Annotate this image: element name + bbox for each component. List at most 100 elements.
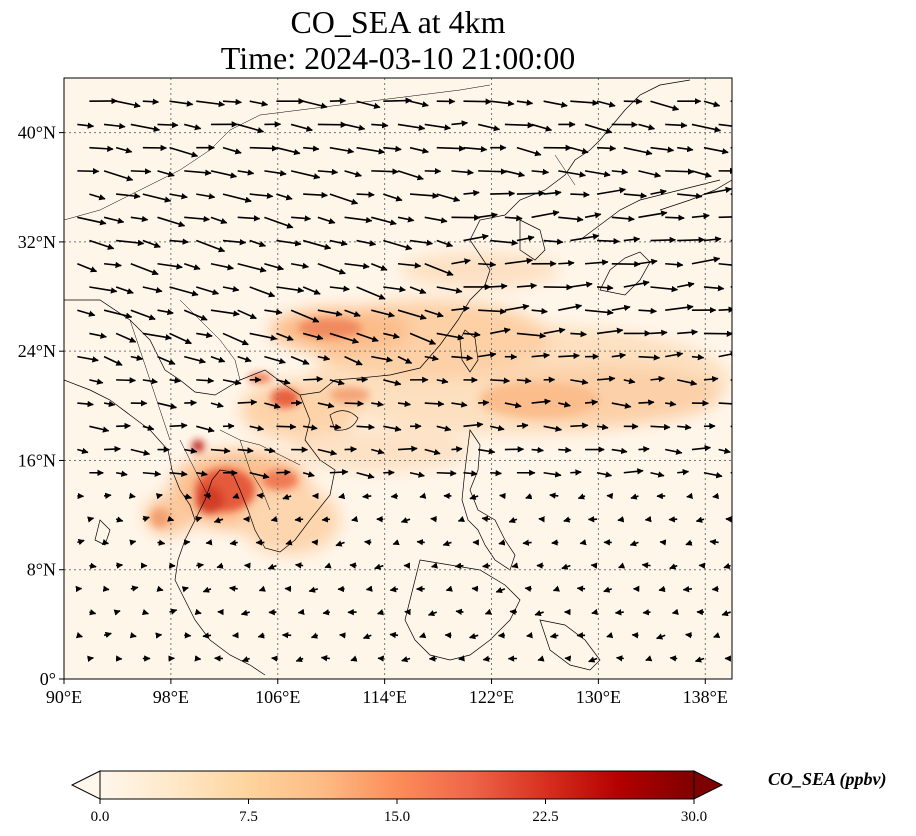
wind-vector — [249, 425, 265, 432]
wind-vector — [376, 609, 385, 616]
wind-vector — [130, 585, 139, 592]
wind-vector — [638, 170, 662, 178]
wind-vector — [157, 539, 166, 546]
wind-vector — [308, 586, 319, 593]
wind-vector — [638, 307, 657, 315]
wind-vector — [630, 493, 639, 500]
wind-vector — [603, 586, 613, 593]
wind-vector — [157, 308, 174, 316]
wind-vector — [409, 146, 429, 154]
wind-vector — [723, 562, 731, 570]
wind-vector — [240, 609, 250, 616]
wind-vector — [543, 425, 562, 432]
colorbar-extend-max — [693, 770, 724, 800]
wind-vector — [524, 585, 532, 592]
wind-vector — [302, 100, 328, 109]
wind-vector — [558, 216, 584, 223]
wind-vector — [103, 492, 112, 500]
wind-vector — [335, 540, 345, 547]
wind-vector — [590, 562, 598, 569]
wind-vector — [181, 586, 189, 593]
wind-vector — [237, 447, 254, 454]
wind-vector — [213, 517, 224, 524]
wind-vector — [302, 471, 315, 478]
wind-vector — [718, 447, 731, 454]
wind-vector — [130, 309, 156, 321]
wind-vector — [490, 190, 516, 197]
wind-vector — [629, 540, 639, 547]
wind-vector — [317, 263, 346, 275]
wind-vector — [614, 609, 624, 616]
wind-vector — [611, 352, 627, 359]
wind-vector — [650, 375, 665, 383]
wind-vector — [718, 216, 732, 219]
wind-vector — [322, 609, 331, 616]
wind-vector — [525, 493, 533, 500]
wind-vector — [364, 539, 372, 546]
wind-vector — [184, 169, 212, 176]
wind-vector — [650, 329, 668, 336]
wind-vector — [237, 399, 258, 406]
x-tick-label: 90°E — [46, 687, 82, 707]
wind-vector — [116, 239, 145, 247]
x-tick-label: 138°E — [683, 687, 728, 707]
wind-vector — [294, 562, 304, 569]
wind-vector — [419, 492, 427, 499]
wind-vector — [276, 378, 291, 386]
wind-vector — [222, 238, 247, 246]
wind-vector — [644, 515, 652, 523]
wind-vector — [455, 608, 464, 616]
wind-vector — [276, 193, 293, 201]
wind-vector — [264, 402, 281, 409]
wind-vector — [424, 123, 451, 131]
wind-vector — [623, 377, 636, 385]
wind-vector — [424, 216, 448, 224]
gridlines — [64, 78, 732, 679]
wind-vector — [436, 470, 457, 477]
wind-vector — [142, 286, 163, 294]
wind-vector — [477, 123, 501, 132]
wind-vector — [718, 123, 732, 127]
wind-vector — [665, 448, 683, 455]
wind-vector — [596, 187, 626, 195]
wind-vector — [718, 351, 732, 358]
wind-vector — [222, 332, 249, 346]
wind-vector — [344, 355, 363, 366]
wind-vector — [329, 379, 345, 386]
wind-vector — [730, 100, 732, 103]
wind-vector — [478, 168, 508, 175]
wind-vector — [596, 423, 609, 431]
wind-vector — [730, 193, 732, 196]
wind-vector — [531, 168, 550, 176]
wind-vector — [196, 425, 215, 433]
wind-vector — [356, 239, 377, 247]
wind-vector — [75, 632, 83, 639]
wind-vector — [397, 309, 427, 320]
wind-vector — [365, 585, 373, 592]
wind-vector — [695, 516, 705, 523]
wind-vector — [436, 145, 466, 152]
wind-vector — [210, 170, 238, 179]
wind-vector — [344, 262, 370, 270]
wind-vector — [169, 608, 178, 615]
wind-vector — [210, 401, 224, 409]
wind-vector — [730, 471, 732, 474]
wind-vector — [210, 447, 231, 454]
wind-vector — [597, 145, 617, 152]
wind-vector — [169, 146, 199, 158]
wind-vector — [570, 99, 599, 106]
wind-vector — [615, 655, 624, 662]
wind-vector — [401, 656, 411, 663]
wind-vector — [115, 332, 137, 343]
wind-vector — [142, 98, 160, 105]
wind-vector — [104, 445, 121, 453]
wind-vector — [302, 239, 332, 250]
wind-vector — [103, 170, 134, 182]
wind-vector — [142, 424, 155, 431]
wind-vector — [596, 471, 613, 478]
wind-vector — [276, 332, 294, 341]
wind-vector — [570, 191, 590, 198]
title-line-1: CO_SEA at 4km — [290, 4, 506, 40]
wind-vector — [543, 100, 568, 108]
wind-vector — [102, 585, 110, 592]
